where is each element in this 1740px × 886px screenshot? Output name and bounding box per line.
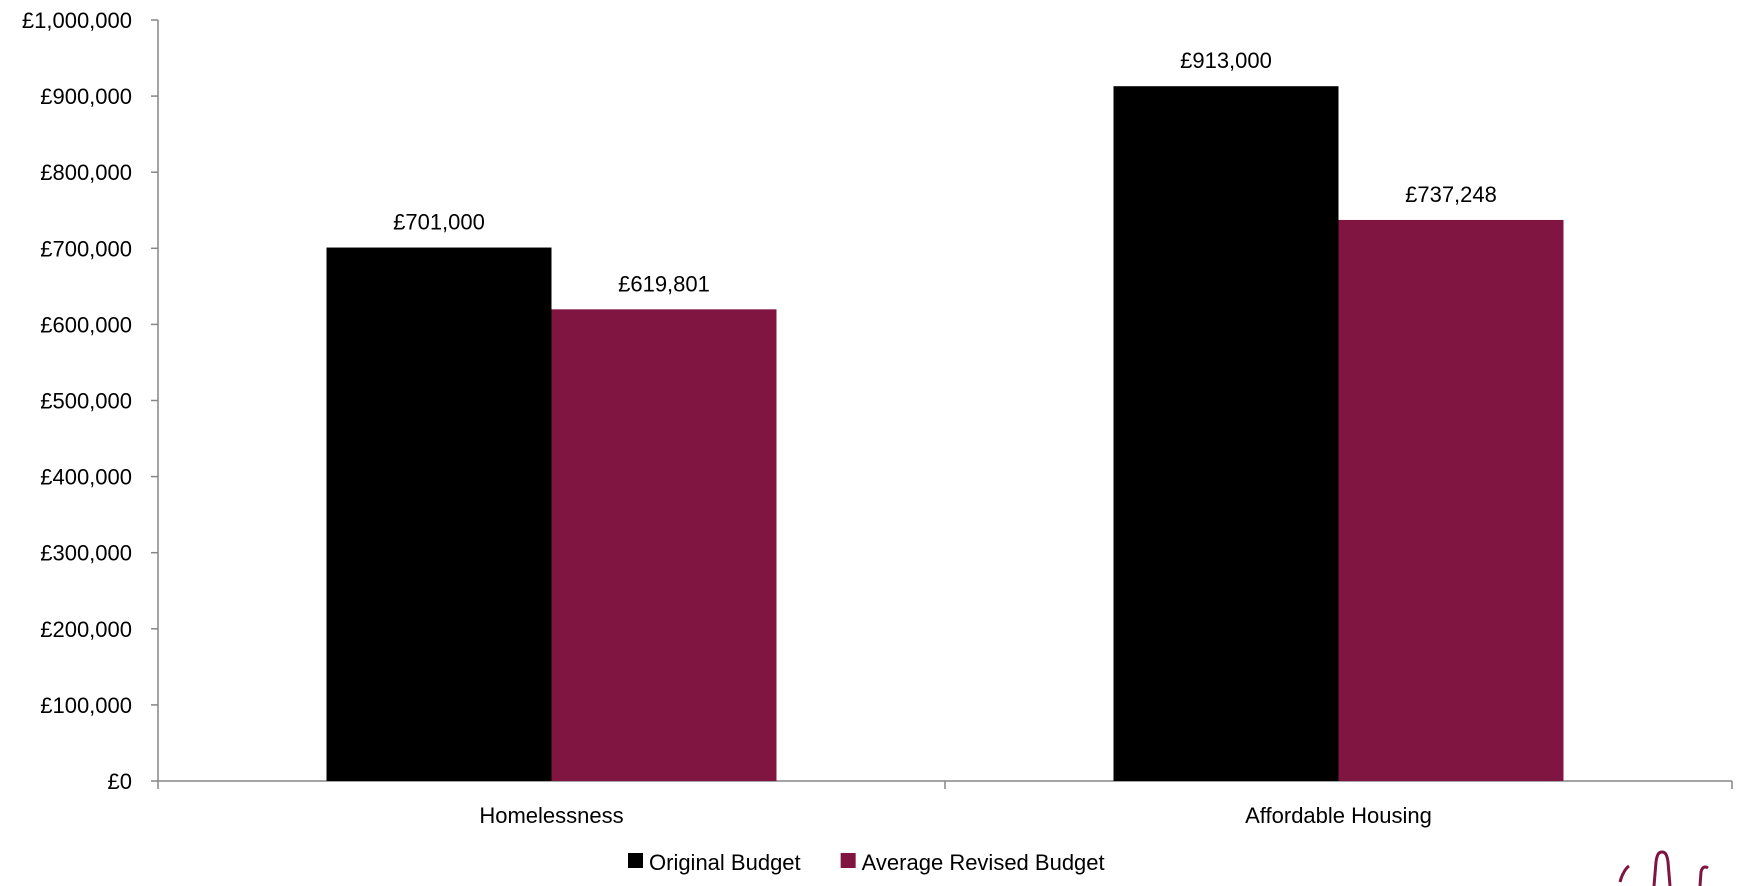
y-tick-label: £500,000 xyxy=(40,389,132,414)
legend-swatch xyxy=(628,853,643,868)
bar-average-revised-budget xyxy=(551,309,777,781)
y-tick-label: £700,000 xyxy=(40,236,132,261)
x-category-label: Affordable Housing xyxy=(1245,803,1432,828)
bar-average-revised-budget xyxy=(1338,219,1564,781)
y-tick-label: £400,000 xyxy=(40,465,132,490)
legend-swatch xyxy=(840,853,856,868)
data-label: £619,801 xyxy=(618,271,710,296)
y-tick-label: £600,000 xyxy=(40,312,132,337)
bars xyxy=(326,86,1564,781)
bar-original-budget xyxy=(1113,86,1339,781)
x-category-label: Homelessness xyxy=(479,803,623,828)
y-axis: £0 £100,000 £200,000 £300,000 £400,000 £500,0… xyxy=(22,8,159,794)
y-tick-label: £200,000 xyxy=(40,617,132,642)
x-axis: Homelessness Affordable Housing xyxy=(157,780,1733,828)
y-tick-label: £300,000 xyxy=(40,541,132,566)
y-tick-label: £800,000 xyxy=(40,160,132,185)
bar-original-budget xyxy=(326,247,552,781)
y-tick-label: £1,000,000 xyxy=(22,8,132,33)
data-labels: £701,000 £619,801 £913,000 £737,248 xyxy=(393,48,1497,296)
logo-mark xyxy=(1618,850,1709,886)
y-tick-label: £900,000 xyxy=(40,84,132,109)
y-tick-label: £100,000 xyxy=(40,693,132,718)
data-label: £737,248 xyxy=(1405,182,1497,207)
data-label: £701,000 xyxy=(393,210,485,235)
legend: Original Budget Average Revised Budget xyxy=(628,850,1105,875)
legend-label: Average Revised Budget xyxy=(862,850,1105,875)
data-label: £913,000 xyxy=(1180,48,1272,73)
legend-label: Original Budget xyxy=(649,850,801,875)
y-tick-label: £0 xyxy=(108,769,132,794)
